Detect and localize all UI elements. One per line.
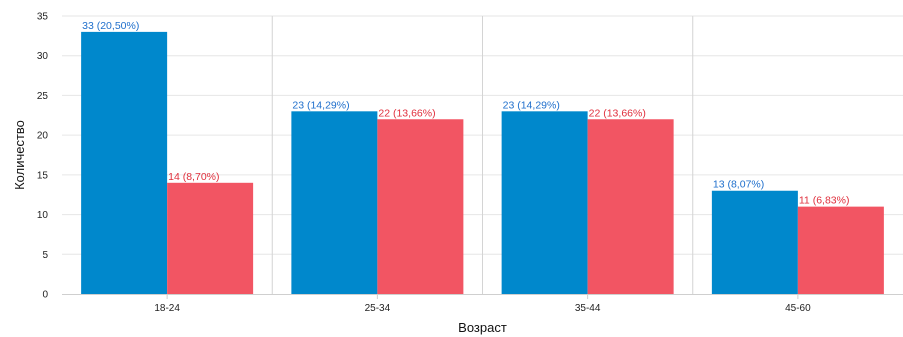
y-tick-label: 10	[37, 210, 49, 221]
bar-series2-45-60	[797, 206, 884, 294]
bar-series1-25-34	[291, 111, 378, 294]
x-tick-label: 18-24	[154, 303, 180, 314]
y-tick-label: 0	[42, 290, 48, 301]
bar-series1-18-24	[81, 31, 168, 295]
x-tick-label: 25-34	[365, 303, 391, 314]
x-tick-label: 45-60	[785, 303, 811, 314]
bar-value-label: 22 (13,66%)	[378, 107, 435, 119]
axis-layer: 0 5 10 15 20 25 30 35 18-24 25-34 35-44 45-60	[37, 12, 903, 314]
bar-series2-25-34	[377, 119, 464, 294]
bars-layer	[81, 31, 884, 295]
y-tick-label: 30	[37, 51, 49, 62]
data-labels-layer: 33 (20,50%) 14 (8,70%) 23 (14,29%) 22 (13,6…	[82, 20, 849, 207]
bar-value-label: 22 (13,66%)	[589, 107, 646, 119]
bar-value-label: 11 (6,83%)	[799, 195, 850, 207]
y-tick-label: 15	[37, 170, 49, 181]
bar-value-label: 33 (20,50%)	[82, 20, 139, 32]
bar-series1-35-44	[501, 111, 588, 294]
bar-value-label: 14 (8,70%)	[168, 171, 219, 183]
y-tick-label: 5	[42, 250, 48, 261]
bar-value-label: 13 (8,07%)	[713, 179, 764, 191]
bar-series1-45-60	[711, 190, 798, 294]
bar-series2-35-44	[587, 119, 674, 294]
y-axis-title: Количество	[12, 120, 27, 190]
y-tick-label: 20	[37, 131, 49, 142]
x-tick-label: 35-44	[575, 303, 601, 314]
bar-value-label: 23 (14,29%)	[292, 99, 349, 111]
x-axis-title: Возраст	[458, 320, 507, 335]
y-tick-label: 25	[37, 91, 49, 102]
bar-value-label: 23 (14,29%)	[503, 99, 560, 111]
y-tick-label: 35	[37, 12, 49, 23]
bar-series2-18-24	[167, 182, 254, 294]
